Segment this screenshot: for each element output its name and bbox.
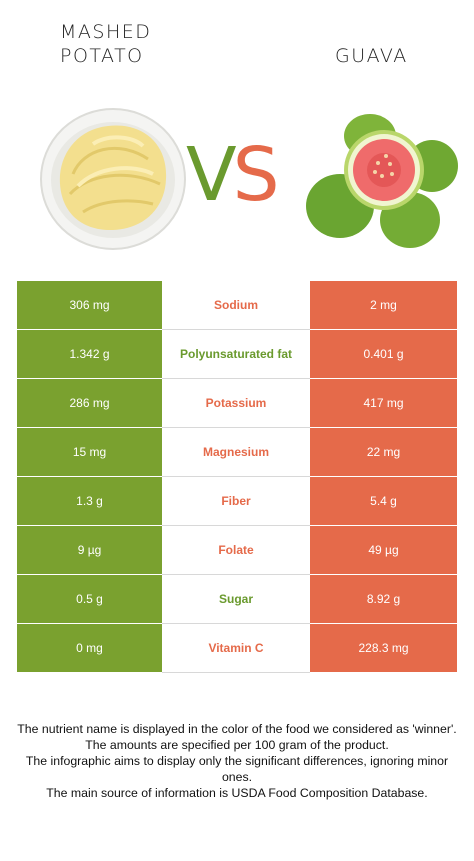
table-row: 15 mg Magnesium 22 mg: [17, 428, 457, 477]
left-food-title: MASHED POTATO: [60, 21, 152, 67]
nutrient-name: Polyunsaturated fat: [162, 330, 310, 379]
footer-line-4: The main source of information is USDA F…: [46, 786, 428, 800]
right-value: 2 mg: [310, 281, 457, 329]
vs-label: VS: [186, 132, 280, 218]
nutrient-name: Fiber: [162, 477, 310, 526]
right-value: 49 µg: [310, 526, 457, 574]
mashed-potato-image: [40, 108, 186, 250]
left-value: 1.3 g: [17, 477, 162, 525]
right-value: 22 mg: [310, 428, 457, 476]
footer-line-2: The amounts are specified per 100 gram o…: [85, 738, 389, 752]
right-value: 0.401 g: [310, 330, 457, 378]
right-value: 417 mg: [310, 379, 457, 427]
nutrient-name: Folate: [162, 526, 310, 575]
right-value: 228.3 mg: [310, 624, 457, 672]
table-row: 0.5 g Sugar 8.92 g: [17, 575, 457, 624]
nutrient-name: Sodium: [162, 281, 310, 330]
vs-letter-v: V: [186, 132, 237, 218]
footer-line-1: The nutrient name is displayed in the co…: [17, 722, 457, 736]
table-row: 9 µg Folate 49 µg: [17, 526, 457, 575]
left-value: 0.5 g: [17, 575, 162, 623]
table-row: 1.3 g Fiber 5.4 g: [17, 477, 457, 526]
left-value: 306 mg: [17, 281, 162, 329]
footer-line-3: The infographic aims to display only the…: [25, 754, 449, 784]
vs-letter-s: S: [232, 132, 280, 218]
right-food-title: GUAVA: [335, 45, 408, 67]
nutrient-name: Potassium: [162, 379, 310, 428]
left-value: 286 mg: [17, 379, 162, 427]
guava-image: [306, 114, 458, 248]
nutrient-name: Vitamin C: [162, 624, 310, 673]
left-value: 15 mg: [17, 428, 162, 476]
nutrient-name: Sugar: [162, 575, 310, 624]
right-value: 8.92 g: [310, 575, 457, 623]
left-value: 9 µg: [17, 526, 162, 574]
table-row: 306 mg Sodium 2 mg: [17, 281, 457, 330]
nutrient-name: Magnesium: [162, 428, 310, 477]
left-value: 0 mg: [17, 624, 162, 672]
comparison-table: 306 mg Sodium 2 mg 1.342 g Polyunsaturated f…: [17, 281, 457, 673]
table-row: 0 mg Vitamin C 228.3 mg: [17, 624, 457, 673]
table-row: 286 mg Potassium 417 mg: [17, 379, 457, 428]
right-value: 5.4 g: [310, 477, 457, 525]
table-row: 1.342 g Polyunsaturated fat 0.401 g: [17, 330, 457, 379]
left-value: 1.342 g: [17, 330, 162, 378]
footer-notes: The nutrient name is displayed in the co…: [14, 721, 460, 801]
